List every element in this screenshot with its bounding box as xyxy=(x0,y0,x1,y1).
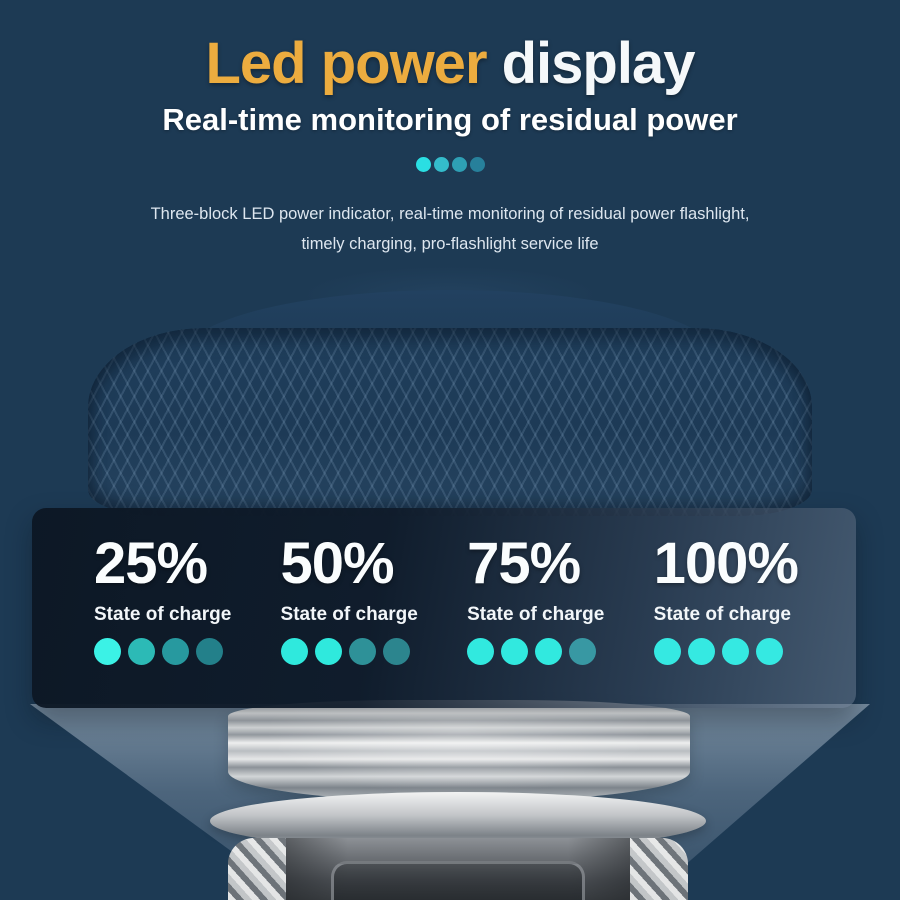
led-dot xyxy=(94,638,121,665)
led-dot xyxy=(433,156,449,172)
led-dot xyxy=(128,638,155,665)
description-line-2: timely charging, pro-flashlight service … xyxy=(301,234,599,253)
led-dot xyxy=(451,156,467,172)
led-dot xyxy=(162,638,189,665)
led-dot xyxy=(348,638,376,665)
led-dot xyxy=(467,638,495,665)
page-subtitle: Real-time monitoring of residual power xyxy=(162,101,738,137)
led-dot xyxy=(535,638,563,665)
flashlight-ribbed-neck-image xyxy=(228,700,690,802)
power-fade-dots xyxy=(0,156,900,172)
description-line-1: Three-block LED power indicator, real-ti… xyxy=(150,204,750,223)
led-dot xyxy=(569,638,597,665)
charge-item-25: 25% State of charge xyxy=(94,535,231,708)
led-dot xyxy=(687,638,715,665)
charge-label: State of charge xyxy=(467,604,605,625)
charge-level-dots xyxy=(280,638,410,665)
charge-label: State of charge xyxy=(653,604,791,625)
charge-percent: 50% xyxy=(280,531,395,596)
charge-label: State of charge xyxy=(280,604,418,625)
charge-level-dots xyxy=(94,638,223,665)
led-dot xyxy=(469,156,485,172)
led-dot xyxy=(755,638,783,665)
charge-item-50: 50% State of charge xyxy=(280,531,418,708)
charge-level-dots xyxy=(467,638,597,665)
description: Three-block LED power indicator, real-ti… xyxy=(0,199,900,259)
knurled-bezel-image xyxy=(88,328,812,516)
body-knurl-right-image xyxy=(630,838,688,900)
charge-label: State of charge xyxy=(94,604,232,625)
charge-level-dots xyxy=(653,638,783,665)
led-dot xyxy=(415,156,431,172)
page-title-rest: display xyxy=(486,31,696,96)
page-title-accent: Led power xyxy=(205,31,487,96)
led-dot xyxy=(501,638,529,665)
charge-status-panel: 25% State of charge 50% State of charge … xyxy=(32,508,856,708)
led-dot xyxy=(196,638,223,665)
charge-percent: 75% xyxy=(467,531,581,596)
flashlight-switch-plate xyxy=(331,861,585,900)
flashlight-body-image xyxy=(228,838,688,900)
led-dot xyxy=(653,638,681,665)
charge-percent: 25% xyxy=(94,531,208,596)
body-knurl-left-image xyxy=(228,838,286,900)
page-title: Led power display xyxy=(0,31,900,96)
led-dot xyxy=(314,638,342,665)
charge-item-100: 100% State of charge xyxy=(653,531,799,708)
led-dot xyxy=(280,638,308,665)
led-dot xyxy=(721,638,749,665)
header: Led power display Real-time monitoring o… xyxy=(0,0,900,259)
led-dot xyxy=(382,638,410,665)
charge-item-75: 75% State of charge xyxy=(467,535,604,708)
charge-percent: 100% xyxy=(653,531,799,596)
